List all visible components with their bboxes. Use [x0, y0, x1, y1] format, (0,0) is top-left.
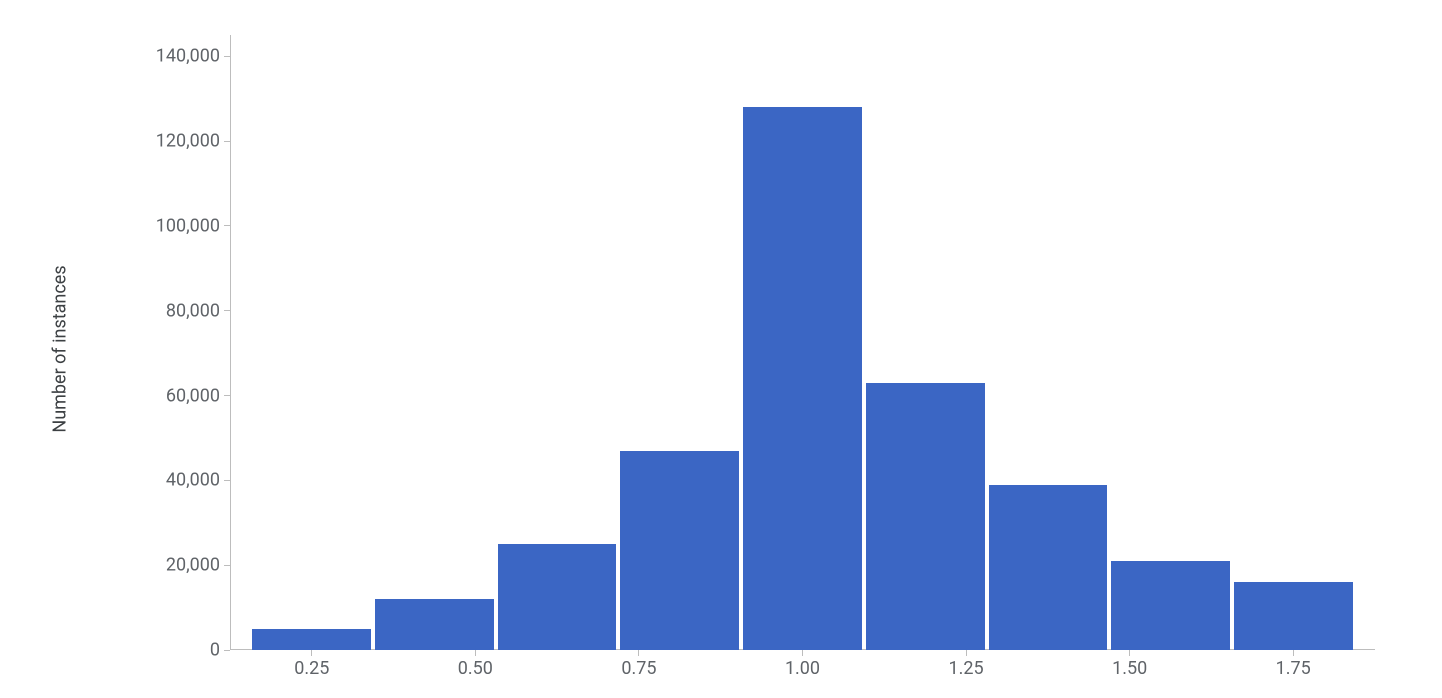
x-tick-mark — [311, 650, 312, 656]
x-tick-label: 1.50 — [1112, 658, 1147, 679]
bar — [620, 451, 739, 650]
bar — [1111, 561, 1230, 650]
x-tick-label: 0.50 — [458, 658, 493, 679]
y-tick-label: 100,000 — [156, 215, 220, 236]
y-tick-mark — [224, 650, 230, 651]
x-tick-label: 0.25 — [294, 658, 329, 679]
x-tick-mark — [475, 650, 476, 656]
bars-layer — [230, 35, 1375, 650]
bar — [252, 629, 371, 650]
y-tick-mark — [224, 141, 230, 142]
y-tick-mark — [224, 310, 230, 311]
y-tick-mark — [224, 395, 230, 396]
bar — [1234, 582, 1353, 650]
y-tick-label: 60,000 — [166, 385, 220, 406]
y-tick-label: 20,000 — [166, 555, 220, 576]
bar — [866, 383, 985, 650]
x-tick-label: 1.00 — [785, 658, 820, 679]
y-tick-mark — [224, 225, 230, 226]
y-tick-label: 120,000 — [156, 131, 220, 152]
plot-area: 020,00040,00060,00080,000100,000120,0001… — [230, 35, 1375, 650]
x-tick-mark — [1293, 650, 1294, 656]
x-tick-label: 1.75 — [1276, 658, 1311, 679]
histogram-chart: Number of instances 020,00040,00060,0008… — [0, 0, 1442, 698]
x-tick-mark — [638, 650, 639, 656]
bar — [498, 544, 617, 650]
x-tick-label: 1.25 — [949, 658, 984, 679]
y-tick-label: 140,000 — [156, 46, 220, 67]
bar — [743, 107, 862, 650]
x-tick-label: 0.75 — [621, 658, 656, 679]
bar — [375, 599, 494, 650]
y-tick-mark — [224, 565, 230, 566]
x-tick-mark — [1129, 650, 1130, 656]
y-tick-label: 0 — [210, 640, 220, 661]
y-tick-mark — [224, 480, 230, 481]
x-tick-mark — [802, 650, 803, 656]
bar — [989, 485, 1108, 650]
y-axis-label: Number of instances — [50, 265, 71, 432]
y-tick-label: 80,000 — [166, 300, 220, 321]
y-tick-mark — [224, 56, 230, 57]
y-tick-label: 40,000 — [166, 470, 220, 491]
x-tick-mark — [966, 650, 967, 656]
